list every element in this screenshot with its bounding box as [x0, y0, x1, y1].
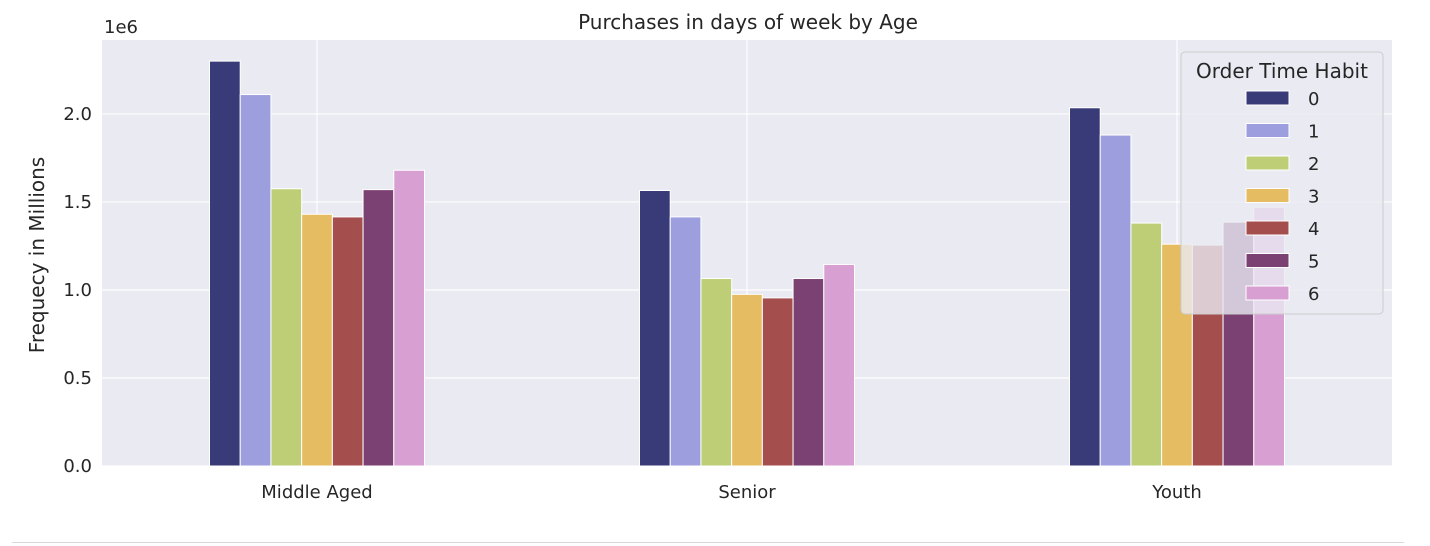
- bar-6-1: [823, 263, 855, 467]
- legend-title: Order Time Habit: [1196, 59, 1368, 83]
- legend-label-1: 1: [1308, 122, 1319, 143]
- bar-4-0: [331, 216, 364, 467]
- bar-0-2: [1069, 107, 1101, 467]
- y-axis-label: Frequecy in Millions: [25, 157, 49, 353]
- legend-swatch-4: [1245, 220, 1290, 236]
- y-tick-label: 1.0: [63, 280, 92, 301]
- legend-label-2: 2: [1308, 154, 1319, 175]
- bar-2-2: [1130, 222, 1163, 467]
- legend: Order Time Habit 0 1 2 3 4 5 6: [1180, 51, 1384, 315]
- legend-swatch-1: [1245, 123, 1290, 138]
- bar-2-0: [270, 188, 303, 467]
- bar-2-1: [700, 278, 733, 467]
- bars: [209, 60, 1286, 467]
- x-tick-label: Youth: [1151, 482, 1202, 503]
- y-tick-label: 1.5: [63, 192, 92, 213]
- bar-5-0: [362, 189, 395, 467]
- bar-1-1: [669, 216, 702, 467]
- bar-4-1: [761, 297, 794, 467]
- legend-swatch-2: [1245, 155, 1290, 171]
- y-ticks: 0.0 0.5 1.0 1.5 2.0: [63, 104, 92, 477]
- bottom-divider: [12, 542, 1404, 543]
- x-ticks: Middle Aged Senior Youth: [261, 482, 1201, 503]
- chart-title: Purchases in days of week by Age: [578, 10, 918, 34]
- bar-6-0: [393, 169, 425, 467]
- y-offset-label: 1e6: [104, 17, 138, 38]
- legend-label-5: 5: [1308, 252, 1319, 273]
- bar-0-0: [209, 60, 241, 467]
- legend-swatch-3: [1245, 188, 1290, 203]
- bar-3-0: [301, 213, 333, 467]
- legend-swatch-5: [1245, 253, 1290, 268]
- bar-0-1: [639, 190, 671, 467]
- legend-label-6: 6: [1308, 284, 1319, 305]
- bar-3-1: [731, 293, 763, 467]
- x-tick-label: Senior: [718, 482, 776, 503]
- legend-frame: [1180, 51, 1384, 315]
- bar-1-2: [1099, 134, 1132, 467]
- legend-label-0: 0: [1308, 89, 1319, 110]
- legend-swatch-6: [1245, 285, 1290, 301]
- y-tick-label: 0.5: [63, 368, 92, 389]
- legend-swatch-0: [1245, 90, 1290, 106]
- y-tick-label: 0.0: [63, 456, 92, 477]
- x-tick-label: Middle Aged: [261, 482, 372, 503]
- bar-5-1: [792, 278, 825, 467]
- legend-label-4: 4: [1308, 219, 1319, 240]
- legend-label-3: 3: [1308, 187, 1319, 208]
- bar-1-0: [239, 94, 272, 467]
- y-tick-label: 2.0: [63, 104, 92, 125]
